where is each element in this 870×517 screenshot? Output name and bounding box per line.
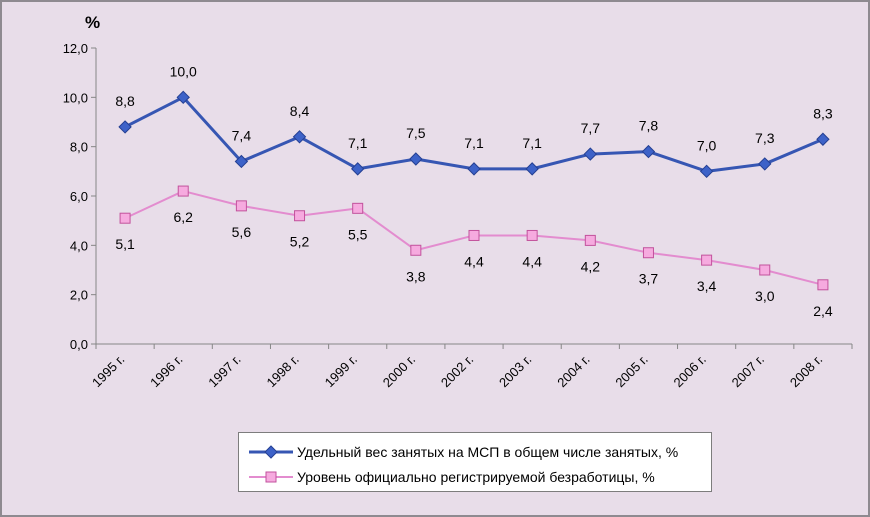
y-tick-label: 10,0 xyxy=(63,90,88,105)
series-2-data-label: 4,4 xyxy=(522,253,542,269)
series-1-point xyxy=(467,162,481,176)
series-1-data-label: 7,0 xyxy=(697,137,717,153)
x-tick-label: 2005 г. xyxy=(612,352,650,390)
series-2-data-label: 3,4 xyxy=(697,278,717,294)
series-1-point xyxy=(292,130,307,144)
legend: Удельный вес занятых на МСП в общем числ… xyxy=(238,432,712,492)
legend-label-unemployment: Уровень официально регистрируемой безраб… xyxy=(297,468,655,485)
series-2-data-label: 4,4 xyxy=(464,253,484,269)
series-1-point xyxy=(234,154,249,169)
series-1-point xyxy=(699,164,714,179)
series-1-point xyxy=(816,132,830,146)
legend-key-square-line xyxy=(249,471,293,482)
series-1-point xyxy=(583,147,598,161)
legend-item-employment-share: Удельный вес занятых на МСП в общем числ… xyxy=(247,439,711,464)
series-1-data-label: 10,0 xyxy=(170,63,197,79)
x-tick-label: 2003 г. xyxy=(496,352,534,390)
series-2-point xyxy=(642,247,654,259)
series-1-data-label: 7,8 xyxy=(639,118,659,134)
series-1-point xyxy=(118,120,132,134)
series-1-data-label: 8,3 xyxy=(813,105,833,121)
legend-label-employment-share: Удельный вес занятых на МСП в общем числ… xyxy=(297,443,679,460)
legend-key-diamond-line xyxy=(249,444,293,459)
y-axis-unit-label: % xyxy=(85,13,101,32)
y-tick-label: 4,0 xyxy=(70,238,88,253)
series-1-data-label: 8,4 xyxy=(290,103,310,119)
legend-item-unemployment: Уровень официально регистрируемой безраб… xyxy=(247,464,711,489)
series-1-data-label: 7,1 xyxy=(464,135,484,151)
series-2-point xyxy=(584,234,596,246)
series-1-point xyxy=(350,162,365,176)
series-2-point xyxy=(468,229,480,241)
y-tick-label: 8,0 xyxy=(70,140,88,155)
series-1-data-label: 7,4 xyxy=(232,127,252,143)
series-1-data-label: 8,8 xyxy=(115,93,135,109)
x-tick-label: 2000 г. xyxy=(380,352,418,390)
series-2-data-label: 4,2 xyxy=(581,258,601,274)
series-1-data-label: 7,7 xyxy=(581,120,601,136)
series-2-point xyxy=(701,254,713,266)
series-2-point xyxy=(817,279,829,291)
y-tick-label: 2,0 xyxy=(70,288,88,303)
x-tick-label: 2008 г. xyxy=(787,352,825,390)
series-2-data-label: 2,4 xyxy=(813,303,833,319)
series-1-point xyxy=(525,162,539,176)
series-1-data-label: 7,5 xyxy=(406,125,426,141)
x-tick-label: 2004 г. xyxy=(554,352,592,390)
x-tick-label: 1995 г. xyxy=(89,352,127,390)
series-1-point xyxy=(641,144,656,159)
x-tick-label: 2006 г. xyxy=(671,352,709,390)
x-tick-label: 1997 г. xyxy=(205,352,243,390)
x-tick-label: 2007 г. xyxy=(729,352,767,390)
series-2-data-label: 5,2 xyxy=(290,234,310,250)
series-2-data-label: 5,1 xyxy=(115,236,135,252)
series-1-data-label: 7,1 xyxy=(348,135,368,151)
series-2-data-label: 3,0 xyxy=(755,288,775,304)
series-2-point xyxy=(119,212,131,224)
x-tick-label: 1999 г. xyxy=(322,352,360,390)
y-tick-label: 12,0 xyxy=(63,41,88,56)
y-tick-label: 0,0 xyxy=(70,337,88,352)
series-2-data-label: 3,8 xyxy=(406,268,426,284)
series-2-data-label: 3,7 xyxy=(639,271,659,287)
series-1-point xyxy=(409,152,423,166)
series-2-data-label: 5,5 xyxy=(348,226,368,242)
series-1-point xyxy=(176,90,190,105)
series-2-point xyxy=(759,264,771,276)
series-2-data-label: 5,6 xyxy=(232,224,252,240)
series-2-point xyxy=(294,210,306,222)
series-1-data-label: 7,1 xyxy=(522,135,542,151)
series-2-point xyxy=(235,200,247,212)
x-tick-label: 1996 г. xyxy=(147,352,185,390)
series-2-point xyxy=(352,202,364,214)
series-2-point xyxy=(410,244,422,256)
series-1-data-label: 7,3 xyxy=(755,130,775,146)
y-tick-label: 6,0 xyxy=(70,189,88,204)
series-2-point xyxy=(526,229,538,241)
x-tick-label: 1998 г. xyxy=(263,352,301,390)
x-tick-label: 2002 г. xyxy=(438,352,476,390)
series-2-point xyxy=(177,185,189,197)
series-2-data-label: 6,2 xyxy=(173,209,193,225)
series-1-point xyxy=(758,157,772,171)
